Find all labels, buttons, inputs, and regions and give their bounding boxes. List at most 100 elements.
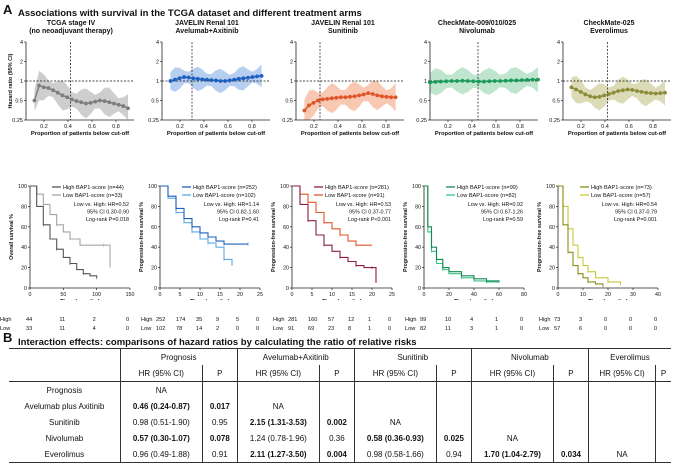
hr-point xyxy=(65,95,70,100)
km-x-axis-label: Time (months) xyxy=(454,299,494,300)
hr-plot-title-5: CheckMate-025 Everolimus xyxy=(544,20,674,36)
km-high-curve xyxy=(424,185,500,282)
table-cell-hr: NA xyxy=(587,446,656,463)
km-legend-high: High BAP1-score (n=99) xyxy=(457,185,518,191)
risk-row-label: Low xyxy=(539,326,550,332)
table-cell-hr: NA xyxy=(353,414,437,430)
table-subheader-p: P xyxy=(655,365,671,382)
table-cell-p: 0.91 xyxy=(201,446,238,463)
km-stat-text: Log-rank P<0.001 xyxy=(348,217,391,223)
hr-point xyxy=(380,94,384,99)
hr-title-line1: CheckMate-025 xyxy=(583,20,635,27)
risk-count: 91 xyxy=(288,326,295,332)
km-legend-high: High BAP1-score (n=73) xyxy=(591,185,652,191)
table-subheader-hr: HR (95% CI) xyxy=(587,365,656,382)
km-y-tick-label: 80 xyxy=(21,204,27,210)
hr-point xyxy=(79,100,84,105)
hr-point xyxy=(236,76,241,81)
table-cell-hr: 0.98 (0.51-1.90) xyxy=(119,414,203,430)
panel-letter-b: B xyxy=(3,330,13,345)
hr-point xyxy=(232,77,237,82)
risk-count: 0 xyxy=(520,317,524,323)
section-b-heading: Interaction effects: comparisons of haza… xyxy=(18,337,417,348)
hr-point xyxy=(51,88,56,93)
table-cell-hr xyxy=(353,381,437,398)
km-legend-high: High BAP1-score (n=281) xyxy=(325,185,389,191)
hr-point xyxy=(393,95,398,100)
hr-point xyxy=(214,78,218,83)
km-stat-text: Low vs. High: HR=0.54 xyxy=(602,202,657,208)
table-cell-p: 0.078 xyxy=(201,430,238,446)
km-stat-text: Low vs. High: HR=0.92 xyxy=(468,202,523,208)
hr-x-tick-label: 0.6 xyxy=(224,124,232,130)
risk-row-label: High xyxy=(141,317,153,323)
hr-y-tick-label: 0.5 xyxy=(285,99,293,105)
risk-count: 11 xyxy=(59,317,66,323)
risk-count: 0 xyxy=(629,317,633,323)
hr-point xyxy=(389,95,393,100)
table-cell-p xyxy=(436,381,472,398)
risk-count: 44 xyxy=(26,317,33,323)
hr-point xyxy=(357,93,362,98)
km-stat-text: Log-rank P=0.001 xyxy=(614,217,657,223)
hr-ci-band xyxy=(304,80,396,120)
table-subheader-hr: HR (95% CI) xyxy=(236,365,320,382)
km-x-tick-label: 25 xyxy=(389,292,395,298)
hr-title-line2: (no neoadjuvant therapy) xyxy=(29,28,113,35)
hr-point xyxy=(471,79,476,84)
hr-point xyxy=(465,79,470,83)
km-x-axis-label: Time (months) xyxy=(588,299,628,300)
hr-point xyxy=(606,92,611,96)
hr-point xyxy=(343,95,348,100)
hr-point xyxy=(320,97,325,102)
hr-y-tick-label: 2 xyxy=(557,60,560,66)
hr-y-tick-label: 4 xyxy=(20,40,23,46)
hr-point xyxy=(112,101,116,106)
risk-count: 0 xyxy=(654,317,658,323)
table-cell-hr: 1.24 (0.78-1.96) xyxy=(236,430,320,446)
hr-y-tick-label: 1 xyxy=(156,79,159,85)
risk-count: 0 xyxy=(126,317,130,323)
hr-point xyxy=(639,89,644,94)
risk-count: 174 xyxy=(176,317,186,323)
hr-point xyxy=(530,77,535,82)
km-y-tick-label: 20 xyxy=(415,266,421,272)
hr-point xyxy=(476,79,481,84)
km-high-curve xyxy=(30,185,98,278)
hr-title-line2: Nivolumab xyxy=(459,28,495,35)
hr-x-tick-label: 0.6 xyxy=(88,124,96,130)
hr-y-tick-label: 1 xyxy=(20,79,23,85)
hr-point xyxy=(55,90,60,95)
km-y-tick-label: 20 xyxy=(151,266,157,272)
hr-point xyxy=(93,99,98,104)
hr-x-tick-label: 0.4 xyxy=(468,124,476,130)
km-x-tick-label: 30 xyxy=(630,292,636,298)
risk-count: 14 xyxy=(196,326,203,332)
hr-plot-title-4: CheckMate-009/010/025 Nivolumab xyxy=(412,20,542,36)
hr-point xyxy=(509,78,513,83)
table-group-header: Everolimus xyxy=(587,348,671,365)
table-row: Avelumab plus Axitinib 0.46 (0.24-0.87) 0.… xyxy=(9,398,671,414)
km-stat-text: Log-rank P=0.41 xyxy=(219,217,259,223)
risk-count: 0 xyxy=(629,326,633,332)
risk-count: 0 xyxy=(520,326,524,332)
risk-count: 1 xyxy=(495,326,499,332)
km-y-tick-label: 80 xyxy=(415,204,421,210)
hr-point xyxy=(370,92,375,96)
hr-y-tick-label: 2 xyxy=(290,60,293,66)
km-low-curve xyxy=(292,185,372,246)
km-legend-low: Low BAP1-score (n=91) xyxy=(325,193,385,199)
km-x-axis-label: Time (months) xyxy=(322,299,362,300)
table-cell-p xyxy=(655,414,671,430)
hr-point xyxy=(649,91,653,96)
table-row-label: Prognosis xyxy=(46,385,83,395)
table-corner xyxy=(9,349,120,366)
risk-count: 57 xyxy=(554,326,561,332)
table-cell-hr xyxy=(587,381,656,398)
table-cell-p xyxy=(655,430,671,446)
hr-x-axis-label: Proportion of patients below cut-off xyxy=(301,131,399,137)
km-y-tick-label: 60 xyxy=(151,225,157,231)
hr-plot-title-3: JAVELIN Renal 101 Sunitinib xyxy=(278,20,408,36)
hr-point xyxy=(32,98,37,103)
km-y-tick-label: 0 xyxy=(552,286,555,292)
